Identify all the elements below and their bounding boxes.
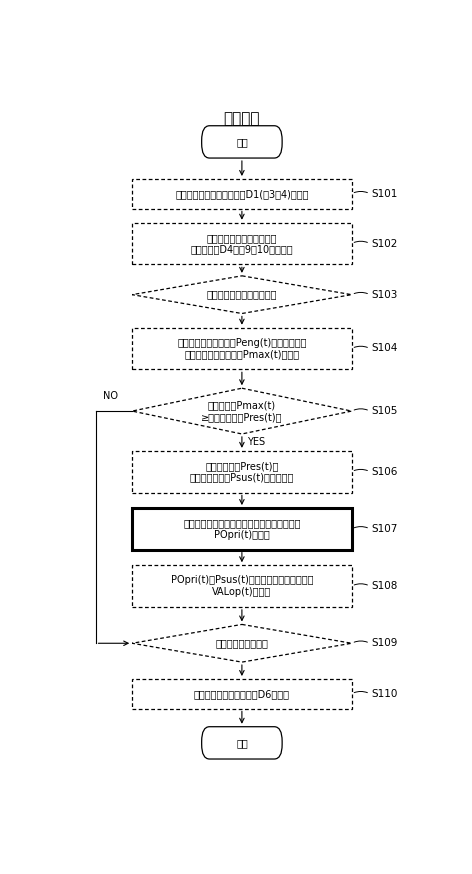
Text: 最大出力値Pmax(t)
≥必要予備力値Pres(t)？: 最大出力値Pmax(t) ≥必要予備力値Pres(t)？ — [201, 400, 283, 422]
Text: 図　１１: 図 １１ — [224, 111, 260, 126]
Text: S110: S110 — [372, 689, 398, 698]
Text: 終了: 終了 — [236, 738, 248, 748]
Text: 投入エネルギー予測値Peng(t)から発電設備
の各時刻の最大出力値Pmax(t)を作成: 投入エネルギー予測値Peng(t)から発電設備 の各時刻の最大出力値Pmax(t… — [177, 337, 307, 359]
Text: 電力系統予備力計画データD1(図3、4)を取得: 電力系統予備力計画データD1(図3、4)を取得 — [175, 189, 309, 198]
FancyBboxPatch shape — [132, 508, 352, 550]
Text: 計画作成対象時間内各時刻: 計画作成対象時間内各時刻 — [207, 289, 277, 300]
Text: S102: S102 — [372, 239, 398, 248]
Text: 計画作成対象時間内: 計画作成対象時間内 — [215, 638, 269, 649]
FancyBboxPatch shape — [202, 126, 282, 158]
Text: S106: S106 — [372, 467, 398, 476]
Text: S109: S109 — [372, 638, 398, 649]
Text: S108: S108 — [372, 581, 398, 591]
Text: S107: S107 — [372, 524, 398, 534]
Text: S105: S105 — [372, 406, 398, 416]
Text: 発電設備の投入エネルギー
予測データD4（図9、10）を取得: 発電設備の投入エネルギー 予測データD4（図9、10）を取得 — [191, 232, 293, 254]
Text: 必要予備力値Pres(t)を
想定出力抑制値Psus(t)として算出: 必要予備力値Pres(t)を 想定出力抑制値Psus(t)として算出 — [190, 461, 294, 482]
Polygon shape — [132, 388, 352, 434]
FancyBboxPatch shape — [132, 179, 352, 209]
Text: S103: S103 — [372, 289, 398, 300]
FancyBboxPatch shape — [132, 565, 352, 607]
Polygon shape — [132, 624, 352, 662]
Text: YES: YES — [247, 437, 266, 447]
FancyBboxPatch shape — [132, 328, 352, 370]
FancyBboxPatch shape — [132, 223, 352, 264]
FancyBboxPatch shape — [202, 726, 282, 759]
Text: S101: S101 — [372, 189, 398, 198]
Text: 該当時刻の発電電力の単位電力当たりの売値
POpri(t)を参照: 該当時刻の発電電力の単位電力当たりの売値 POpri(t)を参照 — [183, 518, 301, 539]
FancyBboxPatch shape — [132, 679, 352, 709]
Polygon shape — [132, 276, 352, 314]
Text: S104: S104 — [372, 343, 398, 353]
Text: NO: NO — [103, 391, 118, 401]
Text: 発電機会損失価値データD6を格納: 発電機会損失価値データD6を格納 — [194, 689, 290, 698]
Text: POpri(t)とPsus(t)の積から発電機会損失値
VALop(t)を算出: POpri(t)とPsus(t)の積から発電機会損失値 VALop(t)を算出 — [171, 575, 313, 597]
Text: 開始: 開始 — [236, 137, 248, 147]
FancyBboxPatch shape — [132, 451, 352, 493]
